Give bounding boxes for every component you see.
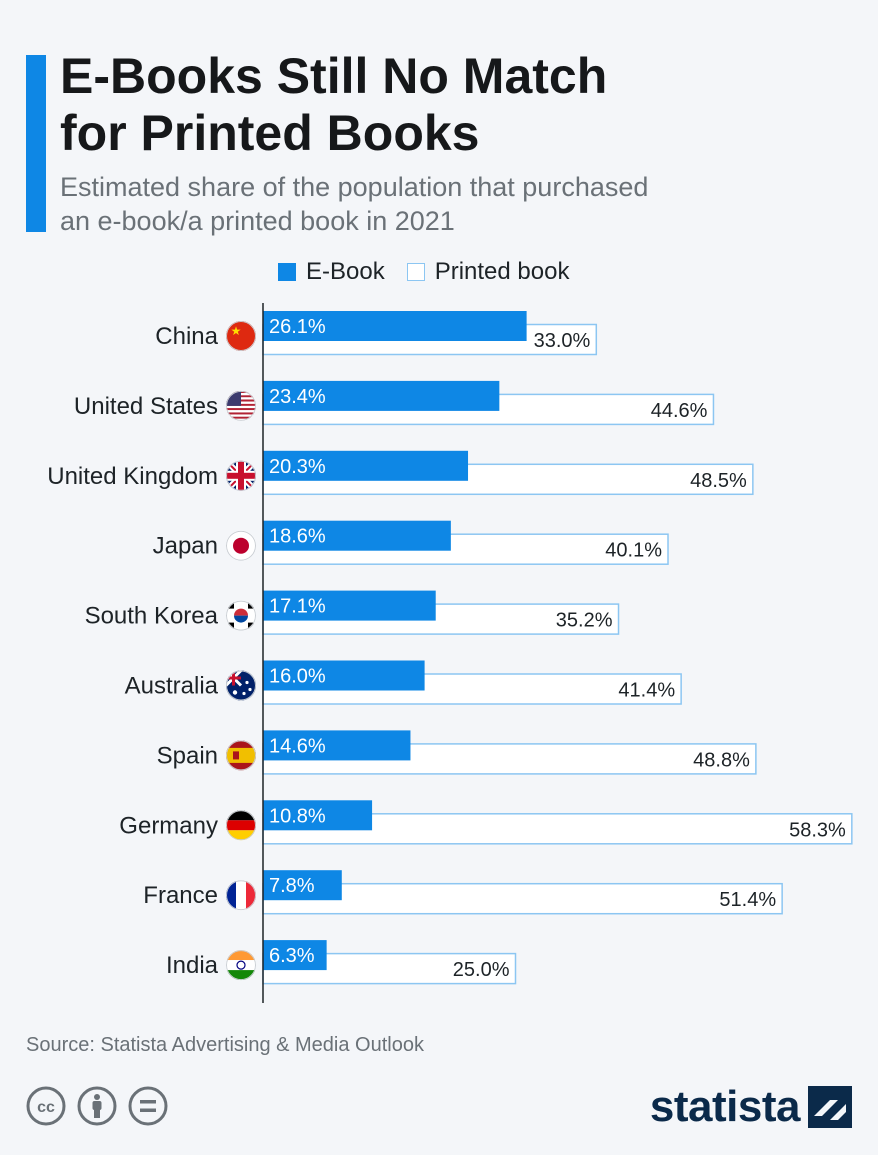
china-flag-icon: ★ xyxy=(226,321,256,351)
ebook-bar xyxy=(263,380,500,411)
legend-label-ebook: E-Book xyxy=(306,258,385,285)
printed-value-label: 40.1% xyxy=(605,540,662,562)
ebook-value-label: 16.0% xyxy=(269,666,326,688)
category-label: United Kingdom xyxy=(47,463,218,490)
ebook-bar xyxy=(263,590,436,621)
ebook-value-label: 17.1% xyxy=(269,596,326,618)
category-label: South Korea xyxy=(85,603,219,630)
printed-value-label: 25.0% xyxy=(453,959,510,981)
printed-value-label: 48.8% xyxy=(693,749,750,771)
printed-value-label: 33.0% xyxy=(534,330,591,352)
category-label: Japan xyxy=(153,533,218,560)
legend-item-ebook: E-Book xyxy=(278,258,385,286)
printed-bar xyxy=(262,882,783,915)
category-label: United States xyxy=(74,393,218,420)
printed-value-label: 51.4% xyxy=(719,889,776,911)
ebook-bar xyxy=(263,800,373,831)
ebook-value-label: 7.8% xyxy=(269,875,315,897)
ebook-bar xyxy=(263,311,527,341)
category-label: France xyxy=(143,882,218,909)
svg-text:cc: cc xyxy=(37,1099,55,1116)
ebook-bar xyxy=(263,940,327,971)
statista-logo[interactable]: statista xyxy=(650,1082,852,1132)
ebook-bar xyxy=(263,730,411,761)
by-icon[interactable] xyxy=(77,1086,117,1126)
legend-label-printed: Printed book xyxy=(434,258,570,285)
usa-flag-icon xyxy=(226,390,256,421)
category-label: China xyxy=(155,323,218,350)
ebook-bar xyxy=(263,520,451,551)
spain-flag-icon xyxy=(226,740,256,771)
legend-swatch-printed xyxy=(406,263,425,281)
japan-flag-icon xyxy=(226,530,256,561)
page-subtitle: Estimated share of the population that p… xyxy=(60,172,649,236)
svg-text:★: ★ xyxy=(231,324,242,338)
license-icons: cc xyxy=(26,1086,168,1126)
ebook-value-label: 23.4% xyxy=(269,386,326,408)
ebook-value-label: 14.6% xyxy=(269,735,326,757)
printed-value-label: 58.3% xyxy=(789,819,846,841)
category-label: India xyxy=(166,952,219,979)
south-korea-flag-icon xyxy=(226,600,256,631)
printed-value-label: 41.4% xyxy=(618,680,675,702)
brand-wordmark: statista xyxy=(649,1082,801,1131)
ebook-value-label: 10.8% xyxy=(269,805,326,827)
ebook-value-label: 20.3% xyxy=(269,456,326,478)
category-label: Spain xyxy=(157,742,218,769)
ebook-bar xyxy=(263,450,469,481)
cc-icon[interactable]: cc xyxy=(26,1086,66,1126)
printed-value-label: 48.5% xyxy=(690,470,747,492)
nd-icon[interactable] xyxy=(128,1086,168,1126)
uk-flag-icon xyxy=(226,460,256,491)
australia-flag-icon xyxy=(226,670,256,701)
source-note: Source: Statista Advertising & Media Out… xyxy=(26,1034,424,1056)
india-flag-icon xyxy=(226,950,256,981)
ebook-value-label: 18.6% xyxy=(269,526,326,548)
germany-flag-icon xyxy=(226,810,256,841)
page-title: E-Books Still No Match for Printed Books xyxy=(60,48,608,161)
printed-value-label: 35.2% xyxy=(556,610,613,632)
chart-legend: E-Book Printed book xyxy=(278,258,591,286)
france-flag-icon xyxy=(226,880,256,911)
category-label: Germany xyxy=(119,812,218,839)
category-label: Australia xyxy=(125,673,219,700)
ebook-bar xyxy=(263,660,425,691)
statista-logo-icon xyxy=(808,1086,852,1128)
printed-value-label: 44.6% xyxy=(651,400,708,422)
legend-swatch-ebook xyxy=(278,263,296,281)
title-accent-bar xyxy=(26,55,46,232)
ebook-value-label: 6.3% xyxy=(269,945,315,967)
ebook-value-label: 26.1% xyxy=(269,316,326,338)
legend-item-printed: Printed book xyxy=(406,258,570,286)
ebook-bar xyxy=(263,870,342,901)
